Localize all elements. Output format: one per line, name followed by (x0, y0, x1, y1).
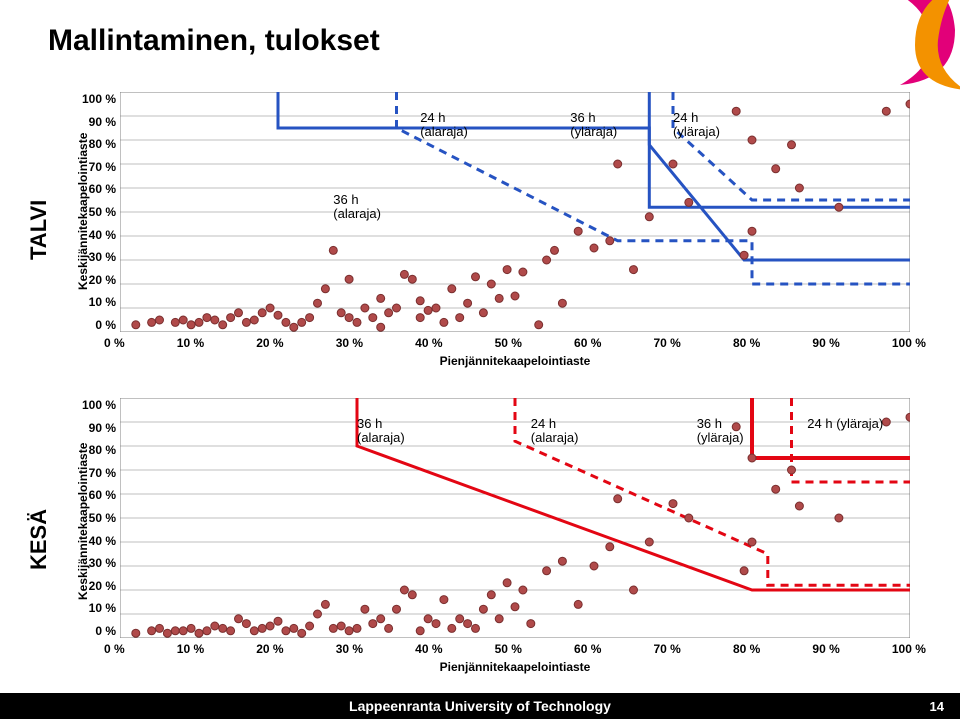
chart-annotation: 24 h (alaraja) (531, 417, 579, 446)
tick-label: 0 % (95, 624, 116, 638)
tick-label: 50 % (495, 642, 522, 656)
tick-label: 70 % (89, 160, 116, 174)
tick-label: 80 % (89, 443, 116, 457)
tick-label: 40 % (415, 336, 442, 350)
tick-label: 20 % (256, 336, 283, 350)
tick-label: 20 % (89, 579, 116, 593)
tick-label: 20 % (89, 273, 116, 287)
slide: Mallintaminen, tulokset TALVI Keskijänni… (0, 0, 960, 719)
chart-bottom: 36 h (alaraja) 24 h (alaraja) 36 h (yläraj… (120, 398, 910, 638)
tick-label: 0 % (95, 318, 116, 332)
tick-label: 90 % (89, 115, 116, 129)
tick-label: 40 % (89, 228, 116, 242)
chart-top: 36 h (alaraja) 24 h (alaraja) 36 h (yläraj… (120, 92, 910, 332)
tick-label: 30 % (89, 556, 116, 570)
section-label-bottom: KESÄ (26, 509, 52, 570)
tick-label: 50 % (89, 205, 116, 219)
tick-label: 70 % (654, 642, 681, 656)
x-axis-title-top: Pienjännitekaapelointiaste (120, 354, 910, 368)
tick-label: 30 % (336, 336, 363, 350)
tick-label: 40 % (89, 534, 116, 548)
tick-label: 60 % (89, 488, 116, 502)
tick-label: 90 % (89, 421, 116, 435)
tick-label: 60 % (574, 642, 601, 656)
tick-label: 0 % (104, 336, 125, 350)
tick-label: 10 % (89, 295, 116, 309)
page-title: Mallintaminen, tulokset (48, 24, 380, 58)
tick-label: 100 % (82, 92, 116, 106)
tick-label: 30 % (89, 250, 116, 264)
tick-label: 90 % (812, 336, 839, 350)
logo-icon (860, 0, 960, 100)
chart-annotation: 36 h (alaraja) (333, 193, 381, 222)
x-axis-title-bottom: Pienjännitekaapelointiaste (120, 660, 910, 674)
tick-label: 60 % (89, 182, 116, 196)
footer-bar: Lappeenranta University of Technology 14 (0, 693, 960, 719)
tick-label: 10 % (177, 642, 204, 656)
tick-label: 80 % (89, 137, 116, 151)
x-ticks-top: 0 % 10 % 20 % 30 % 40 % 50 % 60 % 70 % 80 % 90 % 1… (104, 336, 926, 350)
tick-label: 70 % (654, 336, 681, 350)
tick-label: 80 % (733, 336, 760, 350)
tick-label: 50 % (89, 511, 116, 525)
tick-label: 70 % (89, 466, 116, 480)
chart-annotation: 24 h (alaraja) (420, 111, 468, 140)
chart-annotation: 24 h (yläraja) (807, 417, 883, 431)
tick-label: 30 % (336, 642, 363, 656)
tick-label: 10 % (177, 336, 204, 350)
chart-annotation: 36 h (yläraja) (570, 111, 617, 140)
section-label-top: TALVI (26, 200, 52, 260)
tick-label: 40 % (415, 642, 442, 656)
y-ticks-bottom: 100 % 90 % 80 % 70 % 60 % 50 % 40 % 30 % 20 % 10 … (80, 398, 116, 638)
tick-label: 100 % (82, 398, 116, 412)
tick-label: 0 % (104, 642, 125, 656)
tick-label: 100 % (892, 336, 926, 350)
tick-label: 60 % (574, 336, 601, 350)
tick-label: 80 % (733, 642, 760, 656)
page-number: 14 (930, 699, 944, 714)
tick-label: 50 % (495, 336, 522, 350)
tick-label: 10 % (89, 601, 116, 615)
tick-label: 20 % (256, 642, 283, 656)
x-ticks-bottom: 0 % 10 % 20 % 30 % 40 % 50 % 60 % 70 % 80 % 90 % 1… (104, 642, 926, 656)
chart-annotation: 24 h (yläraja) (673, 111, 720, 140)
y-ticks-top: 100 % 90 % 80 % 70 % 60 % 50 % 40 % 30 % 20 % 10 … (80, 92, 116, 332)
tick-label: 100 % (892, 642, 926, 656)
chart-annotation: 36 h (yläraja) (697, 417, 744, 446)
footer-text: Lappeenranta University of Technology (349, 698, 611, 714)
tick-label: 90 % (812, 642, 839, 656)
chart-annotation: 36 h (alaraja) (357, 417, 405, 446)
